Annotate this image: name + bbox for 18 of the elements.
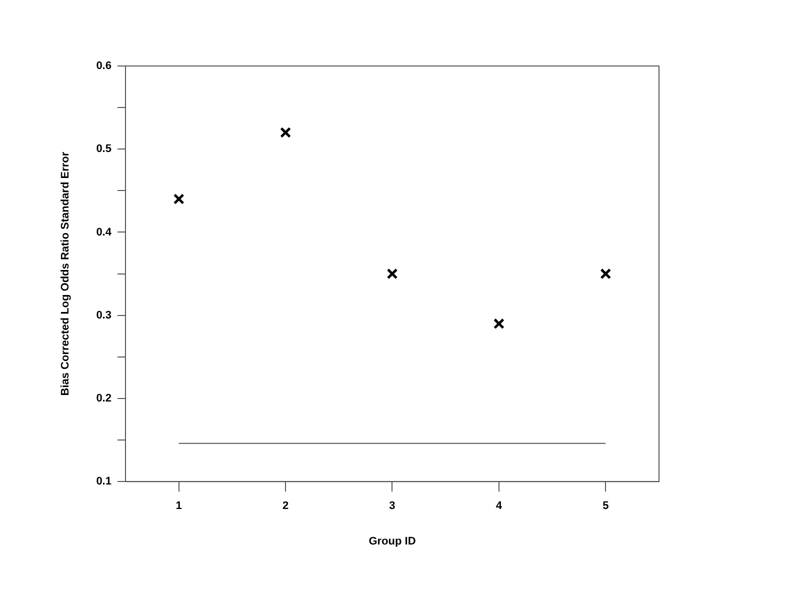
x-tick-label: 5 [602,500,609,512]
point [600,268,612,280]
x-tick-label: 4 [496,500,503,512]
x-tick-label: 3 [389,500,396,512]
x-axis-title: Group ID [368,535,416,548]
y-axis-title: Bias Corrected Log Odds Ratio Standard Error [60,151,72,396]
y-tick-label: 0.6 [96,60,112,72]
x-tick-label: 1 [176,500,182,512]
point [386,268,398,280]
point [173,194,184,204]
point [493,318,504,330]
y-tick-label: 0.3 [96,309,112,322]
y-tick-label: 0.4 [96,226,112,238]
point [280,127,292,138]
y-tick-label: 0.2 [96,392,112,405]
y-tick-label: 0.5 [96,143,112,156]
y-tick-label: 0.1 [96,476,112,488]
x-tick-label: 2 [282,500,289,512]
